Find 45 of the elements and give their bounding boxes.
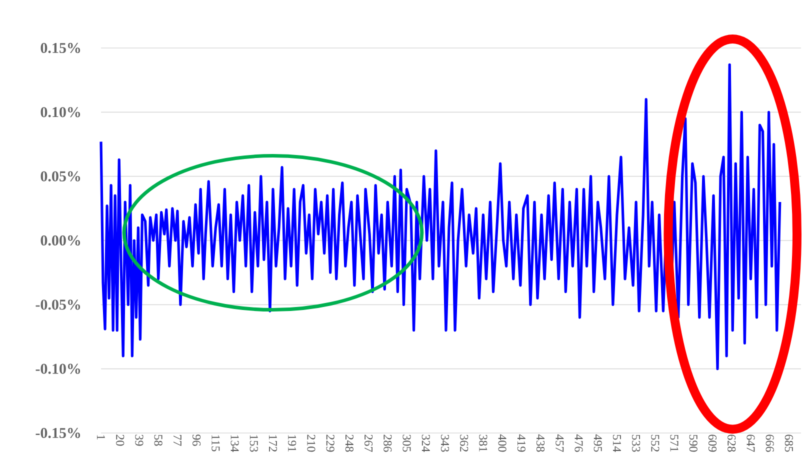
x-tick-label: 153 xyxy=(250,435,258,452)
x-tick-label: 115 xyxy=(212,435,220,452)
y-tick-label: -0.15% xyxy=(36,428,80,438)
y-tick-label: 0.10% xyxy=(40,107,80,118)
line-series xyxy=(100,63,782,370)
x-tick-label: 476 xyxy=(574,434,583,452)
x-tick-label: 419 xyxy=(517,434,526,452)
x-tick-label: 647 xyxy=(746,434,755,452)
y-tick-label: 0.05% xyxy=(40,171,80,182)
x-tick-label: 590 xyxy=(689,434,698,452)
x-tick-label: 457 xyxy=(556,434,564,452)
x-tick-label: 324 xyxy=(422,434,430,452)
y-tick-label: 0.00% xyxy=(40,235,80,246)
x-tick-label: 286 xyxy=(384,434,392,452)
x-tick-label: 495 xyxy=(594,434,602,452)
x-tick-label: 248 xyxy=(345,434,354,452)
y-tick-label: 0.15% xyxy=(40,42,80,54)
x-tick-label: 210 xyxy=(307,434,316,452)
x-tick-label: 381 xyxy=(479,434,488,452)
x-tick-label: 438 xyxy=(536,434,545,452)
x-tick-label: 571 xyxy=(670,434,678,452)
x-tick-label: 400 xyxy=(498,434,506,452)
x-tick-label: 666 xyxy=(766,434,774,452)
x-tick-label: 96 xyxy=(192,434,201,446)
x-tick-label: 685 xyxy=(784,434,793,452)
x-tick-label: 628 xyxy=(728,434,736,452)
x-tick-label: 191 xyxy=(288,435,296,452)
x-tick-label: 514 xyxy=(612,434,621,452)
x-tick-label: 533 xyxy=(632,434,640,452)
x-tick-label: 77 xyxy=(174,434,182,446)
x-tick-label: 229 xyxy=(326,434,334,452)
y-tick-label: -0.05% xyxy=(36,300,80,310)
x-tick-label: 39 xyxy=(135,434,144,446)
x-tick-label: 134 xyxy=(230,435,239,452)
x-tick-label: 267 xyxy=(364,434,373,452)
x-tick-label: 58 xyxy=(154,434,162,446)
x-tick-label: 20 xyxy=(116,434,124,446)
x-tick-label: 552 xyxy=(651,434,660,452)
x-tick-label: 172 xyxy=(269,435,277,452)
x-tick-label: 362 xyxy=(460,434,468,452)
y-tick-label: -0.10% xyxy=(36,364,80,374)
x-tick-label: 305 xyxy=(402,434,411,452)
x-tick-label: 609 xyxy=(708,434,717,452)
x-tick-label: 1 xyxy=(97,435,105,440)
x-tick-label: 343 xyxy=(440,434,450,452)
